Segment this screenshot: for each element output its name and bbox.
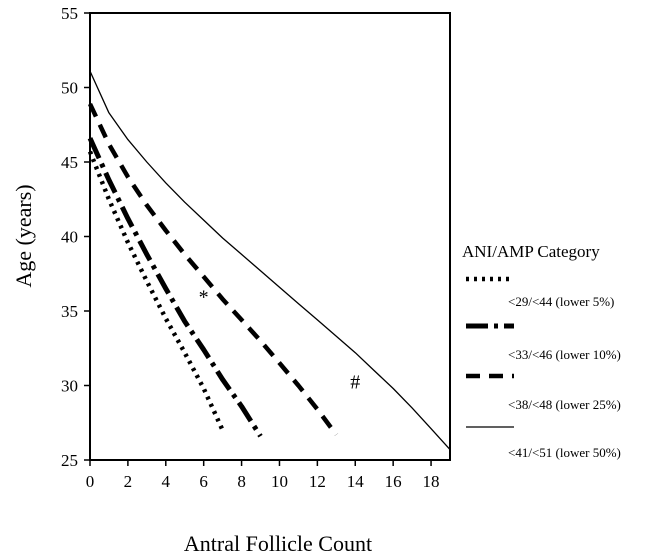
x-tick-label: 4 bbox=[162, 472, 171, 491]
legend-label: <33/<46 (lower 10%) bbox=[508, 347, 621, 362]
annotations: *# bbox=[199, 287, 361, 394]
series-line-41-51-lower-50 bbox=[89, 70, 451, 451]
y-tick-label: 30 bbox=[61, 377, 78, 396]
x-tick-label: 10 bbox=[271, 472, 288, 491]
x-tick-label: 18 bbox=[423, 472, 440, 491]
series-line-29-44-lower-5 bbox=[87, 150, 225, 432]
x-tick-label: 16 bbox=[385, 472, 402, 491]
x-tick-label: 0 bbox=[86, 472, 95, 491]
y-axis-title: Age (years) bbox=[11, 184, 36, 287]
annotation-mark: * bbox=[199, 287, 209, 309]
y-tick-label: 50 bbox=[61, 79, 78, 98]
x-axis-title: Antral Follicle Count bbox=[184, 531, 372, 556]
x-tick-label: 8 bbox=[237, 472, 246, 491]
x-tick-label: 6 bbox=[199, 472, 208, 491]
legend: ANI/AMP Category <29/<44 (lower 5%) <33/<4… bbox=[462, 242, 621, 460]
y-tick-label: 40 bbox=[61, 228, 78, 247]
y-tick-label: 55 bbox=[61, 4, 78, 23]
x-tick-label: 2 bbox=[124, 472, 133, 491]
legend-label: <29/<44 (lower 5%) bbox=[508, 294, 614, 309]
series-line-33-46-lower-10 bbox=[87, 137, 263, 438]
x-tick-label: 14 bbox=[347, 472, 365, 491]
annotation-mark: # bbox=[350, 371, 360, 393]
y-tick-label: 45 bbox=[61, 153, 78, 172]
axes: 0 2 4 6 8 10 12 14 16 18 25 30 35 40 45 50 55 bbox=[61, 4, 451, 491]
legend-title: ANI/AMP Category bbox=[462, 242, 600, 261]
legend-label: <38/<48 (lower 25%) bbox=[508, 397, 621, 412]
series-line-38-48-lower-25 bbox=[87, 102, 339, 437]
y-tick-label: 35 bbox=[61, 302, 78, 321]
series-lines bbox=[87, 70, 451, 451]
x-tick-label: 12 bbox=[309, 472, 326, 491]
plot-frame bbox=[89, 12, 451, 461]
legend-label: <41/<51 (lower 50%) bbox=[508, 445, 621, 460]
y-tick-label: 25 bbox=[61, 451, 78, 470]
